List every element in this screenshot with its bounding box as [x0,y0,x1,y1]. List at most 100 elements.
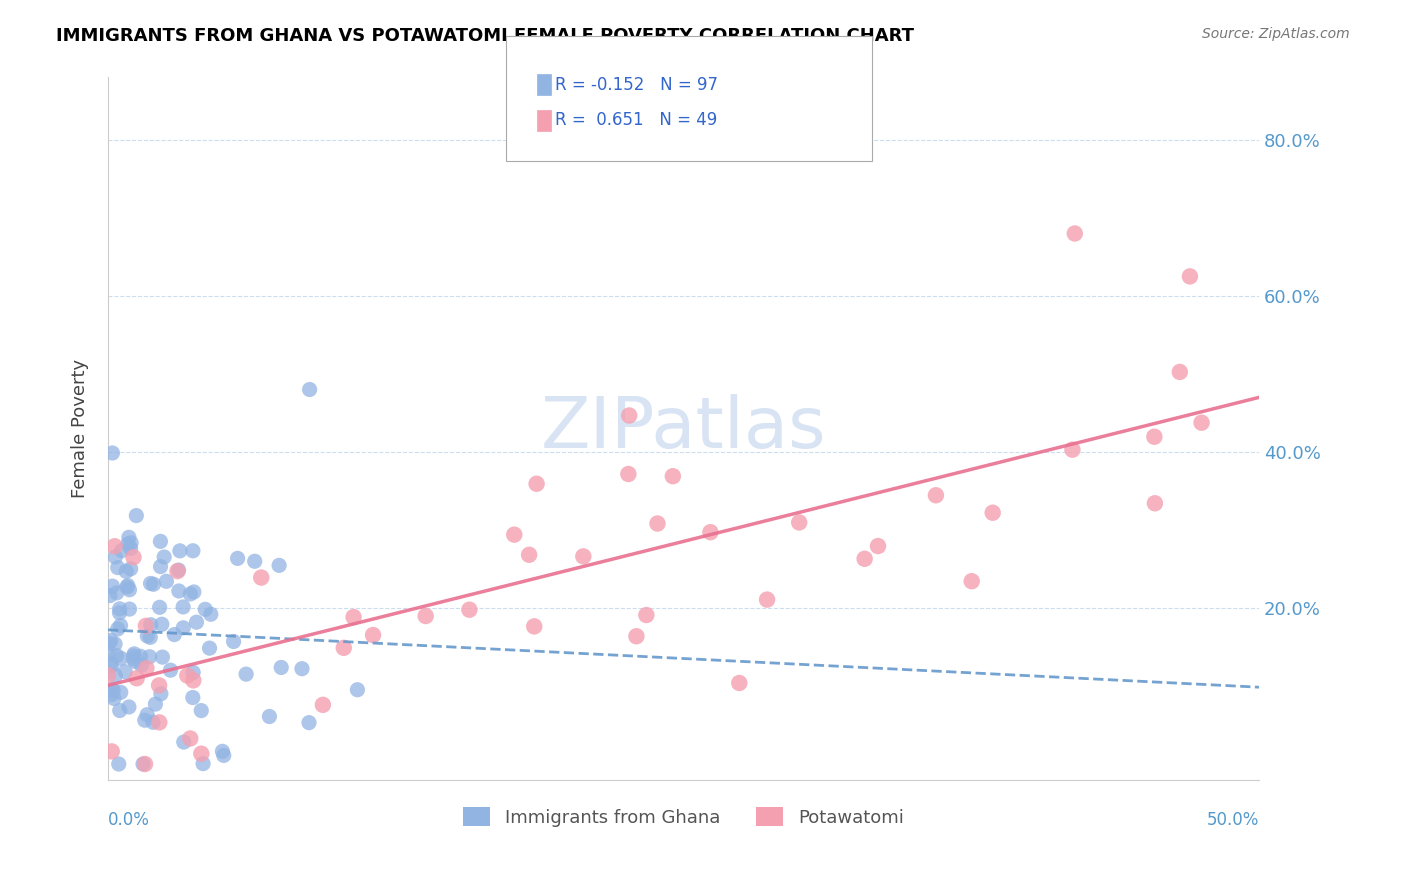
Immigrants from Ghana [235,667,257,681]
Immigrants from Ghana [139,576,162,591]
Immigrants from Ghana [136,629,159,643]
Immigrants from Ghana [179,587,201,601]
Immigrants from Ghana [149,534,172,549]
Potawatomi [787,516,810,530]
Immigrants from Ghana [298,383,321,397]
Immigrants from Ghana [108,606,131,620]
Potawatomi [853,551,876,566]
Potawatomi [1178,269,1201,284]
Immigrants from Ghana [115,565,138,579]
Immigrants from Ghana [181,543,204,558]
Potawatomi [523,619,546,633]
Potawatomi [617,467,640,481]
Immigrants from Ghana [107,560,129,574]
Potawatomi [183,673,205,688]
Potawatomi [626,629,648,643]
Immigrants from Ghana [191,756,214,771]
Text: 0.0%: 0.0% [108,811,150,830]
Immigrants from Ghana [142,715,165,730]
Potawatomi [176,668,198,682]
Immigrants from Ghana [98,636,121,650]
Immigrants from Ghana [110,685,132,699]
Potawatomi [662,469,685,483]
Immigrants from Ghana [186,615,208,630]
Immigrants from Ghana [200,607,222,622]
Immigrants from Ghana [291,662,314,676]
Potawatomi [619,409,641,423]
Immigrants from Ghana [346,682,368,697]
Potawatomi [97,668,120,682]
Potawatomi [250,570,273,584]
Immigrants from Ghana [117,579,139,593]
Y-axis label: Female Poverty: Female Poverty [72,359,89,498]
Immigrants from Ghana [97,646,120,660]
Immigrants from Ghana [163,627,186,641]
Potawatomi [134,757,156,772]
Immigrants from Ghana [100,633,122,648]
Potawatomi [647,516,669,531]
Potawatomi [925,488,948,502]
Potawatomi [148,715,170,730]
Immigrants from Ghana [226,551,249,566]
Immigrants from Ghana [111,543,134,558]
Immigrants from Ghana [181,690,204,705]
Potawatomi [458,603,481,617]
Potawatomi [503,527,526,541]
Immigrants from Ghana [167,584,190,599]
Potawatomi [179,731,201,746]
Immigrants from Ghana [104,549,127,564]
Immigrants from Ghana [100,659,122,673]
Potawatomi [517,548,540,562]
Immigrants from Ghana [118,700,141,714]
Immigrants from Ghana [134,713,156,727]
Immigrants from Ghana [145,697,167,711]
Potawatomi [636,608,658,623]
Potawatomi [104,539,127,553]
Immigrants from Ghana [101,446,124,460]
Immigrants from Ghana [132,757,155,772]
Potawatomi [135,661,157,675]
Immigrants from Ghana [243,554,266,568]
Text: R = -0.152   N = 97: R = -0.152 N = 97 [555,76,718,94]
Immigrants from Ghana [108,704,131,718]
Immigrants from Ghana [105,586,128,600]
Immigrants from Ghana [120,562,142,576]
Potawatomi [981,506,1004,520]
Immigrants from Ghana [270,660,292,674]
Potawatomi [190,747,212,761]
Potawatomi [866,539,889,553]
Potawatomi [572,549,595,564]
Immigrants from Ghana [139,631,162,645]
Immigrants from Ghana [181,665,204,680]
Immigrants from Ghana [298,715,321,730]
Immigrants from Ghana [120,541,142,556]
Potawatomi [122,550,145,565]
Immigrants from Ghana [103,691,125,706]
Text: Source: ZipAtlas.com: Source: ZipAtlas.com [1202,27,1350,41]
Immigrants from Ghana [183,585,205,599]
Text: R =  0.651   N = 49: R = 0.651 N = 49 [555,112,717,129]
Potawatomi [960,574,983,589]
Potawatomi [1143,430,1166,444]
Potawatomi [756,592,779,607]
Immigrants from Ghana [149,559,172,574]
Immigrants from Ghana [104,668,127,682]
Immigrants from Ghana [108,602,131,616]
Immigrants from Ghana [104,637,127,651]
Immigrants from Ghana [149,687,172,701]
Immigrants from Ghana [98,589,121,603]
Immigrants from Ghana [110,618,132,632]
Immigrants from Ghana [169,544,191,558]
Immigrants from Ghana [107,757,129,772]
Immigrants from Ghana [118,582,141,597]
Immigrants from Ghana [172,599,194,614]
Potawatomi [361,628,384,642]
Immigrants from Ghana [118,530,141,544]
Immigrants from Ghana [198,641,221,656]
Immigrants from Ghana [259,709,281,723]
Potawatomi [148,678,170,692]
Immigrants from Ghana [269,558,291,573]
Potawatomi [699,525,721,540]
Immigrants from Ghana [101,688,124,702]
Immigrants from Ghana [222,634,245,648]
